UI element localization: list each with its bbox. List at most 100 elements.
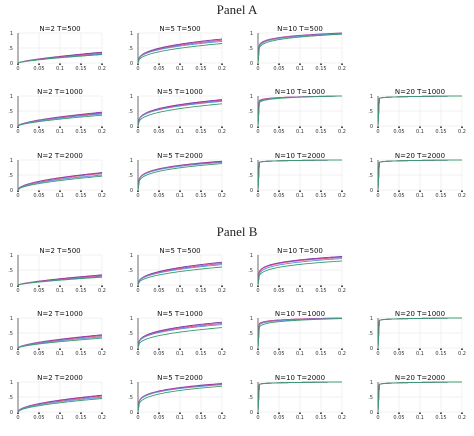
y-tick-label: .5 xyxy=(8,395,13,401)
x-tick-mark xyxy=(200,126,202,129)
subplot-title: N=5 T=1000 xyxy=(157,88,203,96)
series-line xyxy=(137,322,223,349)
x-tick-mark xyxy=(137,412,139,415)
series-line xyxy=(377,159,463,191)
x-tick-label: 0.2 xyxy=(338,129,346,135)
subplot-title: N=10 T=1000 xyxy=(275,310,325,318)
y-tick-label: 1 xyxy=(130,253,133,259)
subplot: 0 0.05 0.1 0.15 0.2 0 .5 1 N=10 T=1000 xyxy=(248,310,346,357)
series-line xyxy=(137,43,223,64)
x-tick-mark xyxy=(80,126,82,129)
x-tick-label: 0.1 xyxy=(296,288,304,294)
subplot-title: N=20 T=2000 xyxy=(395,374,445,382)
x-tick-label: 0.05 xyxy=(273,415,284,421)
y-tick-label: 1 xyxy=(250,94,253,100)
x-tick-mark xyxy=(299,126,301,129)
series-line xyxy=(257,33,343,64)
x-tick-mark xyxy=(461,190,463,193)
x-tick-label: 0.15 xyxy=(315,415,326,421)
y-tick-label: 0 xyxy=(130,283,133,289)
series-line xyxy=(257,260,343,286)
x-tick-label: 0.2 xyxy=(98,415,106,421)
x-tick-label: 0.2 xyxy=(98,288,106,294)
y-tick-label: 0 xyxy=(250,124,253,130)
x-tick-label: 0.05 xyxy=(33,193,44,199)
x-tick-mark xyxy=(320,348,322,351)
x-tick-mark xyxy=(38,285,40,288)
x-tick-mark xyxy=(398,190,400,193)
x-tick-mark xyxy=(320,285,322,288)
x-tick-label: 0.2 xyxy=(98,129,106,135)
x-tick-mark xyxy=(341,285,343,288)
x-tick-label: 0.05 xyxy=(33,129,44,135)
x-tick-label: 0.1 xyxy=(416,415,424,421)
series-line xyxy=(17,398,103,413)
series-line xyxy=(137,385,223,413)
subplot-title: N=20 T=1000 xyxy=(395,310,445,318)
x-tick-mark xyxy=(137,126,139,129)
subplot-title: N=2 T=2000 xyxy=(37,152,83,160)
x-tick-mark xyxy=(200,285,202,288)
series-line xyxy=(137,262,223,286)
series-line xyxy=(137,161,223,191)
x-tick-label: 0 xyxy=(256,66,259,72)
subplot: 0 0.05 0.1 0.15 0.2 0 .5 1 N=2 T=2000 xyxy=(8,152,106,199)
series-line xyxy=(257,159,343,191)
y-tick-label: 1 xyxy=(250,316,253,322)
x-tick-label: 0.1 xyxy=(176,288,184,294)
x-tick-label: 0.2 xyxy=(338,66,346,72)
x-tick-mark xyxy=(137,348,139,351)
x-tick-label: 0.1 xyxy=(176,415,184,421)
series-line xyxy=(137,103,223,127)
x-tick-mark xyxy=(299,63,301,66)
x-tick-label: 0.15 xyxy=(75,415,86,421)
x-tick-label: 0.1 xyxy=(296,351,304,357)
x-tick-mark xyxy=(221,63,223,66)
y-tick-label: 0 xyxy=(130,124,133,130)
y-tick-label: .5 xyxy=(248,268,253,274)
y-tick-label: 1 xyxy=(10,380,13,386)
series-line xyxy=(257,33,343,64)
x-tick-mark xyxy=(59,190,61,193)
x-tick-mark xyxy=(257,190,259,193)
x-tick-label: 0.1 xyxy=(176,129,184,135)
y-tick-label: .5 xyxy=(128,395,133,401)
y-tick-label: 1 xyxy=(130,380,133,386)
y-tick-label: 0 xyxy=(130,410,133,416)
y-tick-label: .5 xyxy=(248,173,253,179)
y-tick-label: 1 xyxy=(130,94,133,100)
y-tick-label: 1 xyxy=(10,253,13,259)
y-tick-label: 0 xyxy=(10,283,13,289)
x-tick-mark xyxy=(80,348,82,351)
x-tick-label: 0.05 xyxy=(273,66,284,72)
y-tick-label: 0 xyxy=(370,188,373,194)
y-tick-label: 0 xyxy=(10,188,13,194)
x-tick-label: 0.2 xyxy=(218,66,226,72)
y-tick-label: 1 xyxy=(10,94,13,100)
x-tick-label: 0.1 xyxy=(56,351,64,357)
x-tick-mark xyxy=(221,412,223,415)
x-tick-mark xyxy=(440,190,442,193)
x-tick-mark xyxy=(299,348,301,351)
x-tick-mark xyxy=(158,348,160,351)
x-tick-label: 0.1 xyxy=(296,193,304,199)
x-tick-label: 0 xyxy=(376,351,379,357)
subplot-title: N=2 T=500 xyxy=(39,25,80,33)
x-tick-label: 0.1 xyxy=(56,288,64,294)
x-tick-label: 0.15 xyxy=(195,66,206,72)
x-tick-label: 0.15 xyxy=(315,129,326,135)
x-tick-label: 0.1 xyxy=(296,129,304,135)
x-tick-mark xyxy=(101,190,103,193)
series-line xyxy=(137,38,223,64)
x-tick-mark xyxy=(179,285,181,288)
y-tick-label: .5 xyxy=(128,268,133,274)
x-tick-label: 0.1 xyxy=(296,66,304,72)
x-tick-label: 0.15 xyxy=(195,129,206,135)
x-tick-mark xyxy=(17,348,19,351)
x-tick-mark xyxy=(221,190,223,193)
x-tick-mark xyxy=(257,412,259,415)
y-tick-label: .5 xyxy=(248,395,253,401)
x-tick-mark xyxy=(398,126,400,129)
x-tick-mark xyxy=(80,190,82,193)
x-tick-label: 0.2 xyxy=(218,193,226,199)
